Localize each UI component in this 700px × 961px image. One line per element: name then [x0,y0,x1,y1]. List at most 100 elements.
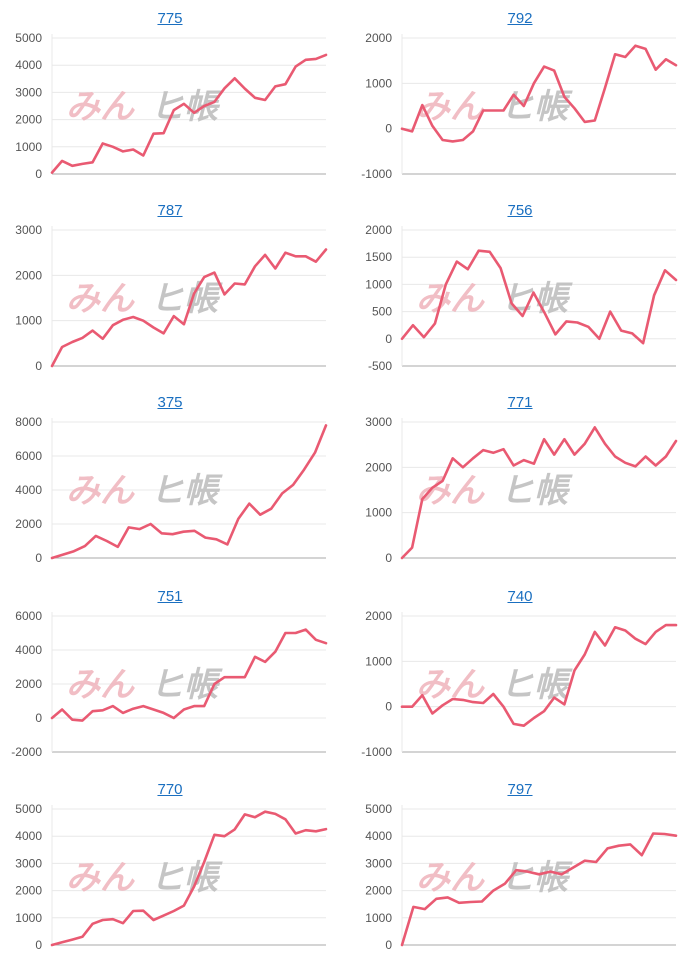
watermark-text-b: ヒ帳 [500,858,573,898]
chart-panel-797: 797 5000 4000 3000 2000 1000 0 みん ヒ帳 [350,771,690,961]
y-tick-label: 1000 [365,76,392,90]
line-chart-svg: 2000 1000 0 -1000 みん ヒ帳 [361,609,678,759]
watermark-logo: みん ヒ帳 [416,665,573,705]
y-tick-label: 3000 [15,85,42,99]
chart-panel-775: 775 5000 4000 3000 2000 1000 0 みん ヒ帳 [0,0,340,190]
y-tick-label: 1000 [15,140,42,154]
series-line [50,628,328,722]
y-tick-label: 3000 [365,856,392,870]
chart-title-link[interactable]: 751 [157,588,183,605]
y-tick-label: 4000 [15,829,42,843]
line-chart-svg: 8000 6000 4000 2000 0 みん ヒ帳 [15,415,328,565]
y-tick-label: 3000 [15,856,42,870]
watermark-logo: みん ヒ帳 [416,279,573,319]
chart-panel-787: 787 3000 2000 1000 0 みん ヒ帳 [0,192,340,382]
y-tick-label: 6000 [15,449,42,463]
line-chart-svg: 5000 4000 3000 2000 1000 0 みん ヒ帳 [15,31,328,181]
y-tick-label: 2000 [365,609,392,623]
chart-title-link[interactable]: 740 [507,588,533,605]
y-tick-label: 6000 [15,609,42,623]
watermark-text-b: ヒ帳 [500,87,573,127]
line-chart-svg: 2000 1000 0 -1000 みん ヒ帳 [361,31,678,181]
watermark-text-a: みん [416,858,485,898]
chart-panel-771: 771 3000 2000 1000 0 みん ヒ帳 [350,384,690,574]
chart-title-link[interactable]: 792 [507,10,533,27]
watermark-logo: みん ヒ帳 [66,87,223,127]
y-tick-label: 4000 [365,829,392,843]
watermark-logo: みん ヒ帳 [66,858,223,898]
series-line [400,426,678,560]
y-tick-label: 1000 [365,654,392,668]
chart-title-link[interactable]: 756 [507,202,533,219]
y-tick-label: 8000 [15,415,42,429]
y-tick-label: 4000 [15,643,42,657]
y-tick-label: 0 [35,711,42,725]
watermark-text-a: みん [416,87,485,127]
series-line [50,810,328,947]
watermark-text-a: みん [66,858,135,898]
y-tick-label: 4000 [15,483,42,497]
y-tick-label: 2000 [15,113,42,127]
chart-panel-792: 792 2000 1000 0 -1000 みん ヒ帳 [350,0,690,190]
y-tick-label: 1000 [15,314,42,328]
line-chart-svg: 5000 4000 3000 2000 1000 0 みん ヒ帳 [15,802,328,952]
series-line [50,424,328,560]
series-line [50,53,328,174]
watermark-text-a: みん [66,471,135,511]
chart-title-link[interactable]: 771 [507,394,533,411]
y-tick-label: 0 [35,167,42,181]
y-tick-label: 0 [35,938,42,952]
y-tick-label: -500 [368,359,392,373]
y-tick-label: 0 [385,122,392,136]
y-tick-label: 2000 [15,268,42,282]
chart-panel-375: 375 8000 6000 4000 2000 0 みん ヒ帳 [0,384,340,574]
chart-title-link[interactable]: 797 [507,781,533,798]
chart-title-link[interactable]: 770 [157,781,183,798]
chart-title-link[interactable]: 775 [157,10,183,27]
watermark-logo: みん ヒ帳 [66,665,223,705]
y-tick-label: 2000 [365,31,392,45]
watermark-text-a: みん [66,665,135,705]
y-tick-label: 1000 [365,506,392,520]
chart-title-link[interactable]: 787 [157,202,183,219]
y-tick-label: 2000 [15,517,42,531]
watermark-logo: みん ヒ帳 [416,87,573,127]
watermark-text-b: ヒ帳 [500,471,573,511]
chart-panel-770: 770 5000 4000 3000 2000 1000 0 みん ヒ帳 [0,771,340,961]
watermark-text-b: ヒ帳 [150,471,223,511]
chart-panel-751: 751 6000 4000 2000 0 -2000 みん ヒ帳 [0,578,340,768]
y-tick-label: 0 [385,700,392,714]
y-tick-label: 3000 [15,223,42,237]
watermark-text-a: みん [66,279,135,319]
watermark-text-b: ヒ帳 [150,665,223,705]
line-chart-svg: 2000 1500 1000 500 0 -500 みん ヒ帳 [365,223,678,373]
y-tick-label: 1000 [15,911,42,925]
y-tick-label: 0 [385,551,392,565]
watermark-logo: みん ヒ帳 [416,858,573,898]
y-tick-label: 2000 [15,884,42,898]
watermark-text-b: ヒ帳 [150,858,223,898]
y-tick-label: 2000 [15,677,42,691]
y-tick-label: 5000 [15,31,42,45]
series-line [400,249,678,345]
y-tick-label: 1000 [365,277,392,291]
series-line [50,248,328,368]
y-tick-label: 3000 [365,415,392,429]
y-tick-label: 5000 [365,802,392,816]
y-tick-label: 2000 [365,884,392,898]
watermark-logo: みん ヒ帳 [416,471,573,511]
watermark-text-b: ヒ帳 [500,665,573,705]
y-tick-label: 1000 [365,911,392,925]
chart-panel-740: 740 2000 1000 0 -1000 みん ヒ帳 [350,578,690,768]
y-tick-label: 4000 [15,58,42,72]
y-tick-label: 0 [385,938,392,952]
y-tick-label: 500 [372,305,392,319]
watermark-text-a: みん [416,665,485,705]
watermark-text-a: みん [416,471,485,511]
chart-title-link[interactable]: 375 [157,394,183,411]
watermark-text-a: みん [66,87,135,127]
y-tick-label: 0 [35,359,42,373]
y-tick-label: 2000 [365,223,392,237]
